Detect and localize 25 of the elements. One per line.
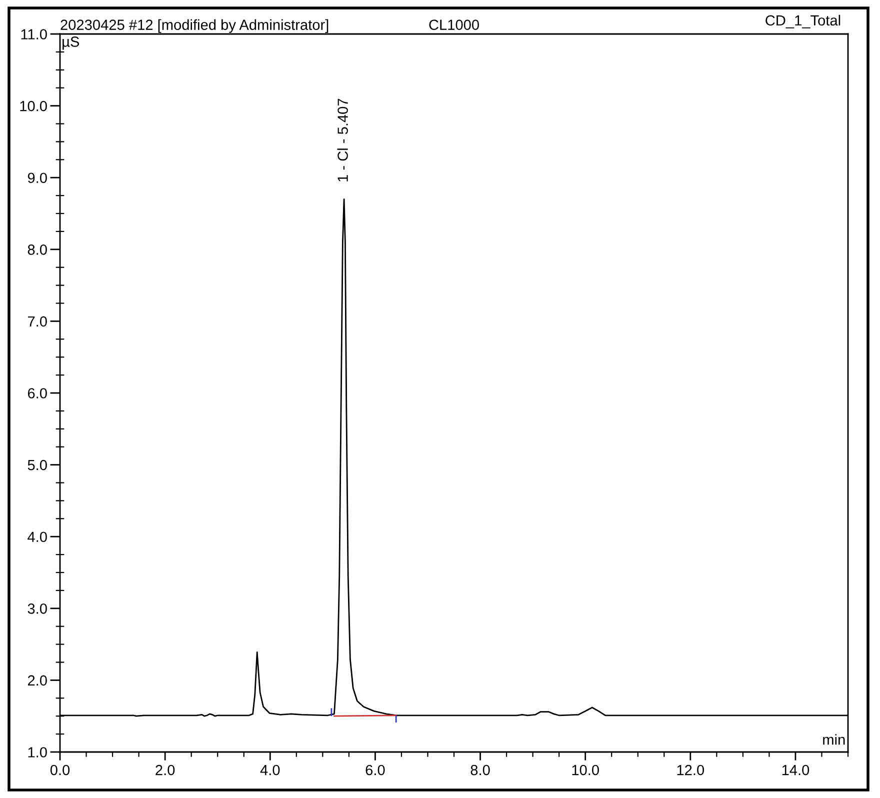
y-axis-title: µS — [62, 36, 80, 50]
annotation: 1 - Cl - 5.407 — [337, 98, 348, 182]
y-tick-label: 10.0 — [20, 100, 47, 112]
x-tick-label: 2.0 — [156, 764, 175, 776]
x-tick-label: 0.0 — [50, 764, 70, 776]
y-tick-label: 5.0 — [28, 460, 47, 470]
x-tick-label: 8.0 — [470, 764, 490, 776]
y-tick-label: 2.0 — [28, 675, 47, 686]
y-tick-label: 8.0 — [28, 244, 47, 255]
y-tick-label: 1.0 — [28, 747, 47, 758]
x-tick-label: 4.0 — [260, 764, 280, 776]
text: CD_1_Total — [766, 14, 840, 28]
y-tick-label: 11.0 — [21, 29, 47, 40]
x-tick-label: 6.0 — [366, 764, 385, 776]
y-tick-label: 3.0 — [28, 604, 47, 614]
chart-title: 20230425 #12 [modified by Administrator] — [60, 19, 328, 33]
chart-subtitle: CL1000 — [429, 20, 479, 30]
y-tick-label: 9.0 — [28, 172, 47, 184]
y-tick-label: 7.0 — [28, 316, 47, 327]
x-tick-label: 14.0 — [782, 764, 810, 776]
y-tick-label: 6.0 — [28, 388, 47, 398]
x-axis-title: min — [823, 734, 845, 745]
x-tick-label: 10.0 — [572, 764, 599, 776]
x-tick-label: 12.0 — [677, 764, 704, 776]
y-tick-label: 4.0 — [28, 532, 47, 542]
